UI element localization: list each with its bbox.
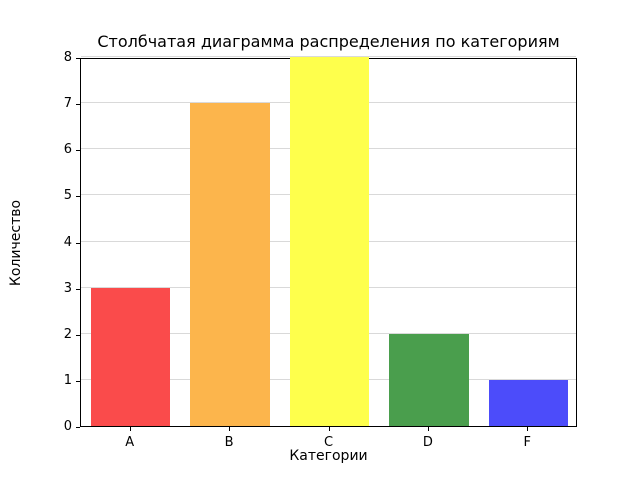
bar-D — [389, 333, 469, 426]
x-tick-mark-F — [527, 427, 529, 431]
y-tick-label-5: 5 — [63, 188, 72, 204]
bar-B — [190, 103, 270, 426]
y-tick-mark-7 — [76, 104, 80, 106]
y-tick-label-6: 6 — [63, 142, 72, 158]
plot-area — [80, 56, 577, 427]
y-tick-mark-1 — [76, 380, 80, 382]
y-tick-mark-2 — [76, 334, 80, 336]
x-tick-label-C: C — [323, 435, 334, 450]
x-tick-mark-A — [129, 427, 131, 431]
y-tick-mark-4 — [76, 242, 80, 244]
y-tick-label-2: 2 — [63, 326, 72, 342]
x-tick-label-A: A — [125, 435, 135, 450]
y-tick-label-3: 3 — [63, 280, 72, 296]
bar-A — [90, 287, 171, 426]
x-tick-label-B: B — [224, 435, 234, 450]
y-tick-mark-5 — [76, 196, 80, 198]
y-tick-mark-0 — [76, 427, 80, 428]
x-tick-label-F: F — [523, 435, 532, 450]
x-tick-mark-D — [427, 427, 429, 431]
y-tick-mark-3 — [76, 288, 80, 290]
y-axis-label: Количество — [8, 199, 24, 287]
x-axis-label: Категории — [289, 448, 368, 464]
y-tick-label-4: 4 — [63, 234, 72, 250]
bar-F — [488, 379, 569, 426]
y-tick-mark-8 — [76, 58, 80, 59]
y-tick-label-8: 8 — [63, 50, 72, 65]
x-tick-mark-B — [229, 427, 231, 431]
chart-title: Столбчатая диаграмма распределения по ка… — [97, 32, 560, 51]
y-tick-mark-6 — [76, 150, 80, 152]
y-tick-label-7: 7 — [63, 96, 72, 112]
x-tick-mark-C — [328, 427, 330, 431]
x-tick-label-D: D — [422, 435, 433, 450]
y-tick-label-0: 0 — [63, 419, 72, 434]
y-tick-label-1: 1 — [63, 372, 72, 388]
gridline-y-8 — [81, 56, 576, 57]
bar-C — [289, 57, 370, 426]
